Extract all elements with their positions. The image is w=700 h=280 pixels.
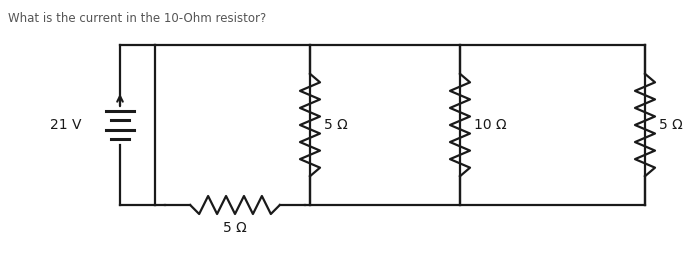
Text: 5 Ω: 5 Ω: [659, 118, 682, 132]
Text: 21 V: 21 V: [50, 118, 82, 132]
Text: 5 Ω: 5 Ω: [324, 118, 348, 132]
Text: 5 Ω: 5 Ω: [223, 221, 247, 235]
Text: 10 Ω: 10 Ω: [474, 118, 507, 132]
Text: What is the current in the 10-Ohm resistor?: What is the current in the 10-Ohm resist…: [8, 12, 266, 25]
